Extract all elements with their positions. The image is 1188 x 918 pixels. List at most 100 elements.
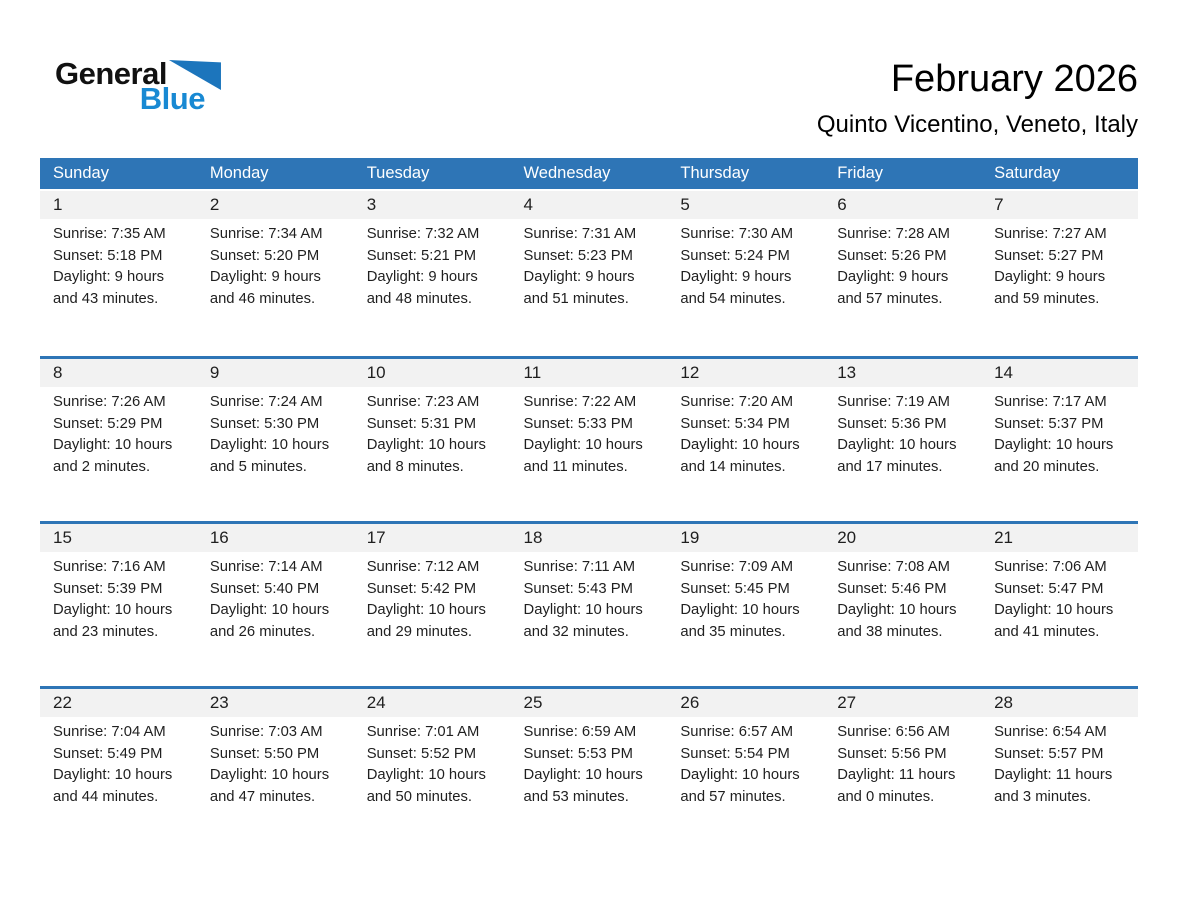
day-cell: 2 Sunrise: 7:34 AM Sunset: 5:20 PM Dayligh… (196, 191, 354, 356)
day-details: Sunrise: 7:19 AM Sunset: 5:36 PM Daylight:… (824, 387, 981, 478)
page-title: February 2026 (890, 58, 1138, 100)
detail-line: and 11 minutes. (523, 458, 628, 475)
detail-line: and 23 minutes. (53, 623, 159, 640)
day-number: 16 (196, 524, 354, 553)
day-cell: 7 Sunrise: 7:27 AM Sunset: 5:27 PM Dayligh… (981, 191, 1138, 356)
detail-line: Sunrise: 7:06 AM (994, 559, 1107, 576)
detail-line: Sunset: 5:49 PM (53, 745, 163, 762)
detail-line: and 57 minutes. (837, 290, 943, 307)
day-cell: 14 Sunrise: 7:17 AM Sunset: 5:37 PM Daylig… (981, 356, 1138, 521)
day-number: 5 (667, 191, 825, 220)
detail-line: Sunset: 5:40 PM (209, 580, 320, 597)
day-number: 28 (981, 689, 1138, 718)
detail-line: Daylight: 10 hours (994, 437, 1114, 454)
detail-line: Sunset: 5:18 PM (53, 247, 163, 264)
detail-line: Daylight: 9 hours (680, 269, 792, 286)
detail-line: and 50 minutes. (366, 788, 472, 805)
detail-line: Sunrise: 7:22 AM (523, 394, 637, 411)
detail-line: and 0 minutes. (837, 788, 935, 805)
weekday-header-friday: Friday (824, 158, 982, 191)
detail-line: Sunrise: 7:20 AM (680, 394, 794, 411)
day-details: Sunrise: 7:17 AM Sunset: 5:37 PM Daylight:… (981, 387, 1138, 478)
day-number: 17 (353, 524, 511, 553)
day-number: 19 (667, 524, 825, 553)
detail-line: Sunset: 5:34 PM (680, 415, 790, 432)
day-details: Sunrise: 7:32 AM Sunset: 5:21 PM Daylight:… (354, 219, 511, 310)
detail-line: Sunrise: 7:09 AM (680, 559, 794, 576)
detail-line: Sunset: 5:36 PM (837, 415, 947, 432)
day-cell: 20 Sunrise: 7:08 AM Sunset: 5:46 PM Daylig… (824, 521, 982, 686)
day-details: Sunrise: 7:34 AM Sunset: 5:20 PM Daylight:… (197, 219, 354, 310)
detail-line: Sunset: 5:53 PM (523, 745, 633, 762)
day-details: Sunrise: 6:54 AM Sunset: 5:57 PM Daylight:… (981, 717, 1138, 808)
day-number: 24 (353, 689, 511, 718)
day-number: 23 (196, 689, 354, 718)
week-row: 1 Sunrise: 7:35 AM Sunset: 5:18 PM Dayligh… (40, 191, 1138, 356)
day-cell: 4 Sunrise: 7:31 AM Sunset: 5:23 PM Dayligh… (510, 191, 668, 356)
detail-line: and 57 minutes. (680, 788, 786, 805)
detail-line: Daylight: 10 hours (209, 602, 330, 619)
detail-line: Sunset: 5:43 PM (523, 580, 633, 597)
day-number: 2 (196, 191, 354, 220)
day-number: 4 (510, 191, 668, 220)
detail-line: Sunset: 5:24 PM (680, 247, 790, 264)
detail-line: and 53 minutes. (523, 788, 629, 805)
detail-line: Daylight: 10 hours (523, 767, 643, 784)
day-details: Sunrise: 6:57 AM Sunset: 5:54 PM Daylight:… (667, 717, 824, 808)
weekday-header-sunday: Sunday (40, 158, 197, 191)
detail-line: and 5 minutes. (209, 458, 307, 475)
week-row: 8 Sunrise: 7:26 AM Sunset: 5:29 PM Dayligh… (40, 356, 1138, 521)
day-details: Sunrise: 7:22 AM Sunset: 5:33 PM Daylight:… (511, 387, 668, 478)
detail-line: and 8 minutes. (366, 458, 464, 475)
detail-line: Sunset: 5:47 PM (994, 580, 1104, 597)
detail-line: and 3 minutes. (994, 788, 1092, 805)
detail-line: Sunrise: 7:14 AM (209, 559, 323, 576)
day-cell: 18 Sunrise: 7:11 AM Sunset: 5:43 PM Daylig… (510, 521, 668, 686)
day-details: Sunrise: 6:59 AM Sunset: 5:53 PM Daylight:… (511, 717, 668, 808)
detail-line: and 32 minutes. (523, 623, 629, 640)
detail-line: Sunrise: 7:03 AM (209, 724, 323, 741)
title-block: February 2026 Quinto Vicentino, Veneto, … (221, 52, 1138, 139)
day-details: Sunrise: 7:03 AM Sunset: 5:50 PM Daylight:… (197, 717, 354, 808)
day-cell: 1 Sunrise: 7:35 AM Sunset: 5:18 PM Dayligh… (40, 191, 197, 356)
detail-line: Sunrise: 7:24 AM (209, 394, 323, 411)
detail-line: and 54 minutes. (680, 290, 786, 307)
detail-line: Sunrise: 7:04 AM (53, 724, 166, 741)
detail-line: Sunset: 5:54 PM (680, 745, 790, 762)
day-number: 21 (981, 524, 1138, 553)
day-cell: 5 Sunrise: 7:30 AM Sunset: 5:24 PM Dayligh… (667, 191, 825, 356)
detail-line: and 20 minutes. (994, 458, 1100, 475)
day-cell: 26 Sunrise: 6:57 AM Sunset: 5:54 PM Daylig… (667, 686, 825, 851)
detail-line: Daylight: 11 hours (837, 767, 956, 784)
detail-line: Sunrise: 7:19 AM (837, 394, 950, 411)
detail-line: Sunrise: 6:56 AM (837, 724, 950, 741)
day-number: 26 (667, 689, 825, 718)
detail-line: and 26 minutes. (209, 623, 316, 640)
day-details: Sunrise: 7:08 AM Sunset: 5:46 PM Daylight:… (824, 552, 981, 643)
detail-line: Daylight: 10 hours (523, 602, 643, 619)
detail-line: Sunrise: 7:28 AM (837, 226, 950, 243)
detail-line: Sunset: 5:42 PM (366, 580, 477, 597)
detail-line: Daylight: 10 hours (366, 767, 486, 784)
detail-line: Sunrise: 7:11 AM (523, 559, 636, 576)
day-details: Sunrise: 7:16 AM Sunset: 5:39 PM Daylight:… (40, 552, 197, 643)
day-number: 22 (40, 689, 197, 718)
detail-line: Sunrise: 7:26 AM (53, 394, 166, 411)
day-cell: 24 Sunrise: 7:01 AM Sunset: 5:52 PM Daylig… (353, 686, 511, 851)
detail-line: Sunset: 5:31 PM (366, 415, 477, 432)
calendar-table: Sunday Monday Tuesday Wednesday Thursday Frid… (40, 158, 1138, 851)
detail-line: Daylight: 10 hours (523, 437, 643, 454)
day-cell: 6 Sunrise: 7:28 AM Sunset: 5:26 PM Dayligh… (824, 191, 982, 356)
week-row: 22 Sunrise: 7:04 AM Sunset: 5:49 PM Daylig… (40, 686, 1138, 851)
day-details: Sunrise: 7:11 AM Sunset: 5:43 PM Daylight:… (511, 552, 668, 643)
detail-line: Sunset: 5:29 PM (53, 415, 163, 432)
detail-line: Daylight: 10 hours (53, 437, 173, 454)
day-number: 9 (196, 359, 354, 388)
detail-line: Sunrise: 7:32 AM (366, 226, 480, 243)
detail-line: Sunset: 5:39 PM (53, 580, 163, 597)
day-details: Sunrise: 7:30 AM Sunset: 5:24 PM Daylight:… (667, 219, 824, 310)
detail-line: Daylight: 10 hours (53, 602, 173, 619)
day-details: Sunrise: 7:09 AM Sunset: 5:45 PM Daylight:… (667, 552, 824, 643)
detail-line: and 38 minutes. (837, 623, 943, 640)
day-details: Sunrise: 6:56 AM Sunset: 5:56 PM Daylight:… (824, 717, 981, 808)
